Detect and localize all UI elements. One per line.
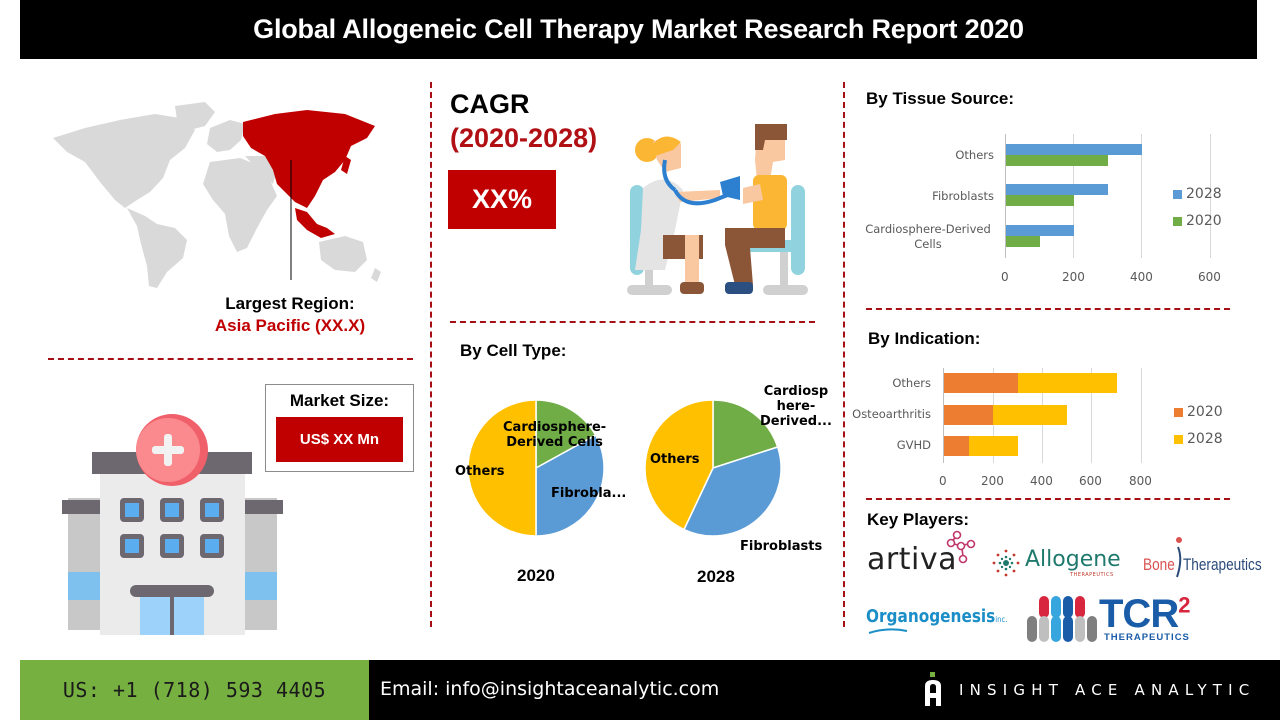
- pie-slice-others: [644, 399, 714, 531]
- tissue-source-title: By Tissue Source:: [866, 89, 1015, 108]
- pie-2020-label-fibroblasts: Fibrobla...: [551, 486, 627, 501]
- logo-artiva: artiva: [867, 530, 977, 580]
- key-players-title: Key Players:: [867, 510, 970, 529]
- tissue-legend-2020: 2020: [1173, 213, 1222, 229]
- indication-legend-2028: 2028: [1174, 431, 1223, 447]
- tissue-cat-fibroblasts: Fibroblasts: [932, 189, 994, 203]
- bar-cardiosphere-2028: [1006, 225, 1074, 236]
- bone-figure-icon: [1176, 537, 1182, 578]
- market-size-label: Market Size:: [289, 391, 390, 410]
- cagr-title: CAGR: [450, 89, 530, 119]
- indication-title: By Indication:: [868, 329, 981, 348]
- divider-vertical-left: [430, 82, 432, 627]
- pie-chart-2028: [644, 399, 782, 537]
- phone-number[interactable]: US: +1 (718) 593 4405: [62, 678, 327, 702]
- market-size-value: US$ XX Mn: [276, 417, 403, 462]
- pie-2020-year: 2020: [517, 566, 555, 585]
- indication-xtick-200: 200: [981, 474, 1004, 488]
- logo-bone-therapeutics: Bone Therapeutics: [1143, 535, 1262, 580]
- divider-center-mid: [450, 321, 815, 323]
- hospital-icon: [62, 414, 283, 635]
- tissue-legend-2028: 2028: [1173, 186, 1222, 202]
- page-title: Global Allogeneic Cell Therapy Market Re…: [253, 14, 1024, 44]
- pie-slice-cardiosphere: [535, 399, 597, 470]
- cell-type-title: By Cell Type:: [460, 341, 567, 360]
- logo-organogenesis: Organogenesisinc.: [866, 602, 1007, 637]
- pie-2020-label-others: Others: [455, 464, 505, 479]
- tcr2-blocks-icon: [1027, 596, 1097, 642]
- artiva-molecule-icon: [946, 530, 976, 564]
- pie-slice-cardiosphere: [712, 399, 779, 470]
- largest-region-value: Asia Pacific (XX.X): [214, 316, 366, 335]
- world-map: [53, 102, 381, 288]
- bar-others-2020: [1006, 155, 1108, 166]
- pie-chart-2020: [467, 399, 605, 537]
- indication-xtick-400: 400: [1030, 474, 1053, 488]
- bar-osteoarthritis-2020: [944, 405, 993, 425]
- pie-slice-others: [467, 399, 537, 537]
- cagr-years: (2020-2028): [450, 123, 598, 153]
- bar-cardiosphere-2020: [1006, 236, 1040, 247]
- indication-legend-2020: 2020: [1174, 404, 1223, 420]
- insight-ace-logo-icon: [925, 672, 941, 706]
- indication-cat-gvhd: GVHD: [896, 438, 931, 452]
- allogene-dots-icon: [992, 549, 1020, 577]
- divider-left-mid: [48, 358, 413, 360]
- divider-vertical-right: [843, 82, 845, 627]
- doctor-patient-icon: [627, 124, 808, 295]
- tissue-xtick-200: 200: [1062, 270, 1085, 284]
- indication-cat-osteoarthritis: Osteoarthritis: [852, 407, 931, 421]
- bar-fibroblasts-2028: [1006, 184, 1108, 195]
- pie-2020-label-cardiosphere: Cardiosphere- Derived Cells: [503, 420, 607, 450]
- pie-slice-fibroblasts: [683, 446, 782, 537]
- indication-xtick-0: 0: [939, 474, 947, 488]
- page-header: Global Allogeneic Cell Therapy Market Re…: [20, 0, 1257, 59]
- footer-phone: US: +1 (718) 593 4405: [20, 660, 369, 720]
- bar-others-2028: [1006, 144, 1142, 155]
- tissue-cat-cardiosphere: Cardiosphere-Derived Cells: [865, 222, 991, 251]
- bar-gvhd-2020: [944, 436, 969, 456]
- organogenesis-swoosh-icon: [868, 628, 908, 634]
- indication-cat-others: Others: [892, 376, 931, 390]
- pie-2028-year: 2028: [697, 567, 735, 586]
- divider-right-2: [866, 498, 1230, 500]
- footer-bar: Email: info@insightaceanalytic.com INSIG…: [369, 660, 1280, 720]
- pie-2028-label-fibroblasts: Fibroblasts: [740, 539, 823, 554]
- bar-osteoarthritis-2028: [993, 405, 1067, 425]
- cagr-value: XX%: [448, 170, 556, 229]
- indication-xtick-800: 800: [1129, 474, 1152, 488]
- tissue-xtick-0: 0: [1001, 270, 1009, 284]
- pie-slice-fibroblasts: [535, 434, 605, 537]
- divider-right-1: [866, 308, 1230, 310]
- tissue-xtick-400: 400: [1130, 270, 1153, 284]
- bar-fibroblasts-2020: [1006, 195, 1074, 206]
- bar-others-2028: [1018, 373, 1117, 393]
- largest-region-label: Largest Region:: [225, 294, 355, 313]
- logo-tcr2: TCR2 THERAPEUTICS: [1027, 592, 1202, 648]
- email-link[interactable]: Email: info@insightaceanalytic.com: [380, 678, 720, 700]
- largest-region: Largest Region: Asia Pacific (XX.X): [150, 293, 430, 337]
- logo-allogene: Allogene THERAPEUTICS: [990, 545, 1125, 581]
- market-size-card: Market Size: US$ XX Mn: [265, 384, 414, 472]
- bar-others-2020: [944, 373, 1018, 393]
- tissue-xtick-600: 600: [1198, 270, 1221, 284]
- brand-name: INSIGHT ACE ANALYTIC: [959, 681, 1256, 699]
- pie-2028-label-others: Others: [650, 452, 700, 467]
- indication-xtick-600: 600: [1079, 474, 1102, 488]
- tissue-cat-others: Others: [955, 148, 994, 162]
- pie-2028-label-cardiosphere: Cardiosp here- Derived...: [760, 384, 832, 429]
- bar-gvhd-2028: [969, 436, 1018, 456]
